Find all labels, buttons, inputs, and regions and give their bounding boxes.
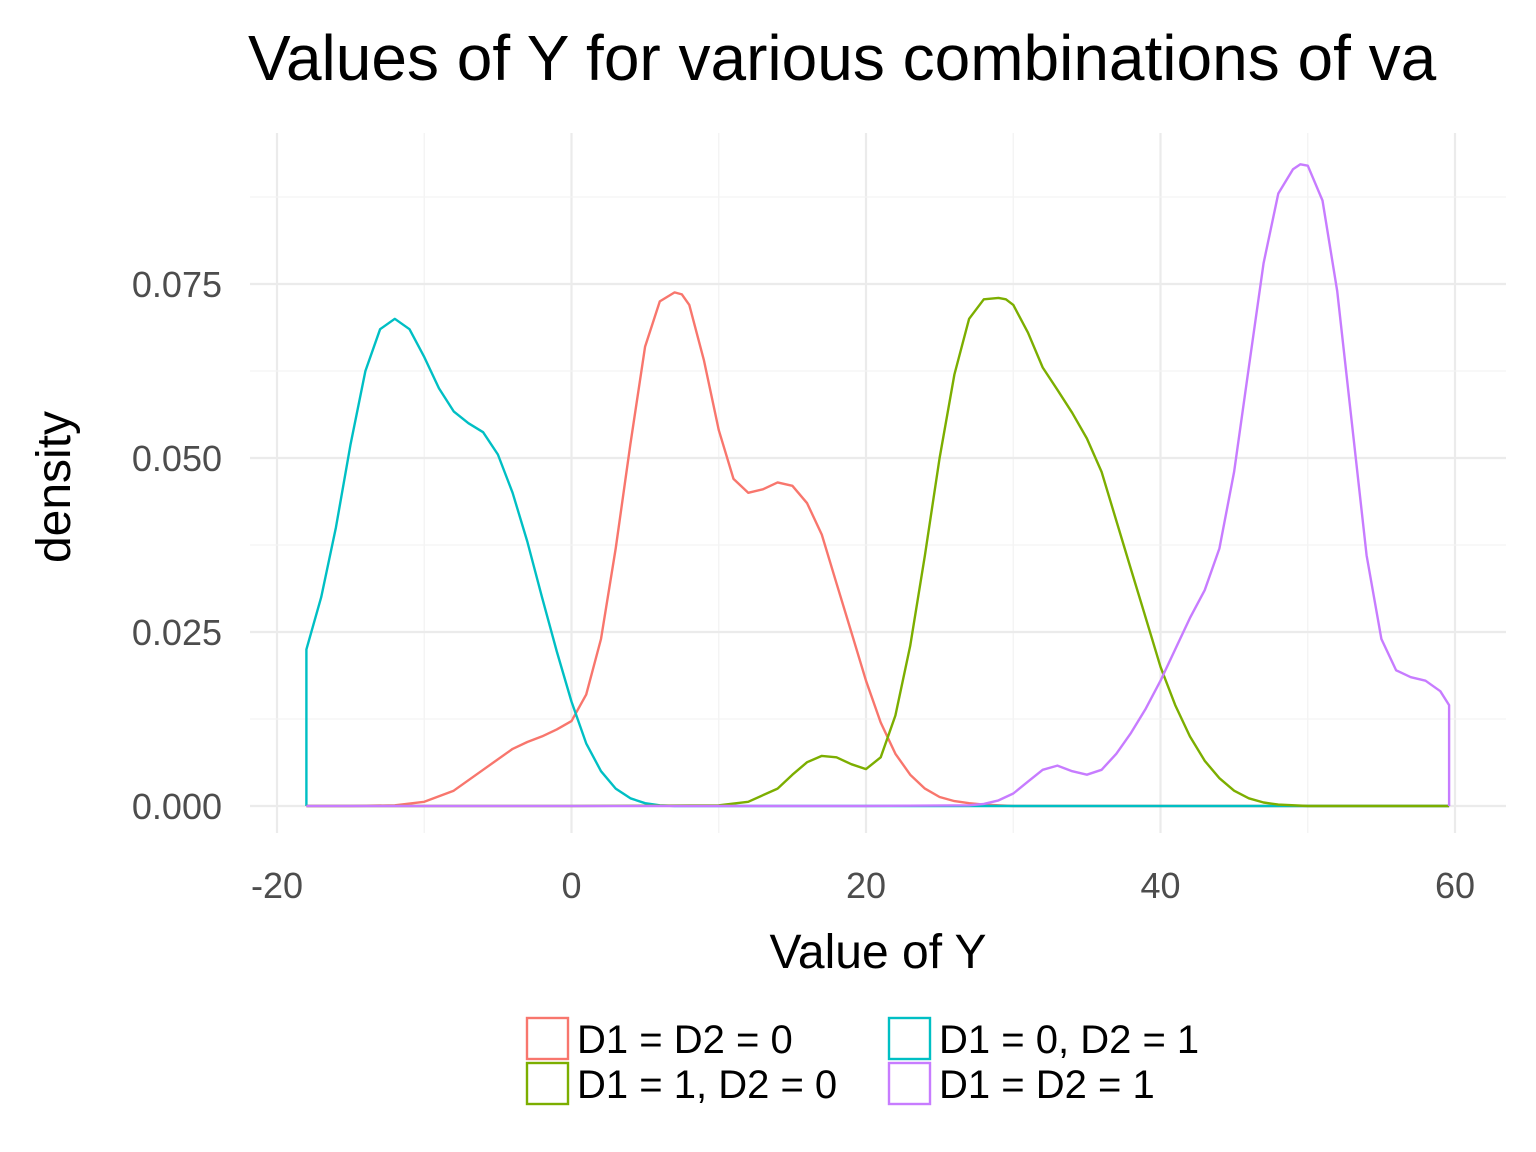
x-tick-label: 0: [561, 865, 581, 906]
legend-label: D1 = 0, D2 = 1: [939, 1018, 1199, 1062]
y-tick-labels: 0.000 0.025 0.050 0.075: [132, 264, 222, 827]
x-axis-title: Value of Y: [769, 926, 986, 979]
x-tick-label: 40: [1140, 865, 1180, 906]
legend-label: D1 = D2 = 0: [577, 1018, 793, 1062]
legend-key: [525, 1016, 570, 1061]
legend-item-1: D1 = D2 = 0: [525, 1016, 793, 1062]
legend-item-2: D1 = 0, D2 = 1: [887, 1016, 1199, 1062]
y-tick-label: 0.075: [132, 264, 222, 305]
x-tick-label: 20: [846, 865, 886, 906]
y-tick-label: 0.000: [132, 786, 222, 827]
x-tick-label: -20: [251, 865, 303, 906]
legend: D1 = D2 = 0 D1 = 0, D2 = 1 D1 = 1, D2 = 0 D…: [525, 1016, 1199, 1107]
series-line-2: [305, 317, 1450, 808]
legend-key: [887, 1016, 932, 1061]
y-axis-title: density: [28, 411, 81, 563]
legend-item-4: D1 = D2 = 1: [887, 1061, 1155, 1107]
x-tick-labels: -20 0 20 40 60: [251, 865, 1475, 906]
legend-key: [887, 1061, 932, 1106]
series-line-1: [306, 291, 1450, 808]
chart-title: Values of Y for various combinations of …: [248, 22, 1437, 94]
series-lines: [305, 163, 1451, 808]
legend-label: D1 = D2 = 1: [939, 1063, 1155, 1107]
x-tick-label: 60: [1435, 865, 1475, 906]
y-tick-label: 0.025: [132, 612, 222, 653]
series-line-4: [306, 163, 1451, 808]
grid: [250, 133, 1506, 833]
y-tick-label: 0.050: [132, 438, 222, 479]
legend-label: D1 = 1, D2 = 0: [577, 1063, 837, 1107]
series-line-3: [306, 296, 1450, 808]
legend-key: [525, 1061, 570, 1106]
legend-item-3: D1 = 1, D2 = 0: [525, 1061, 837, 1107]
